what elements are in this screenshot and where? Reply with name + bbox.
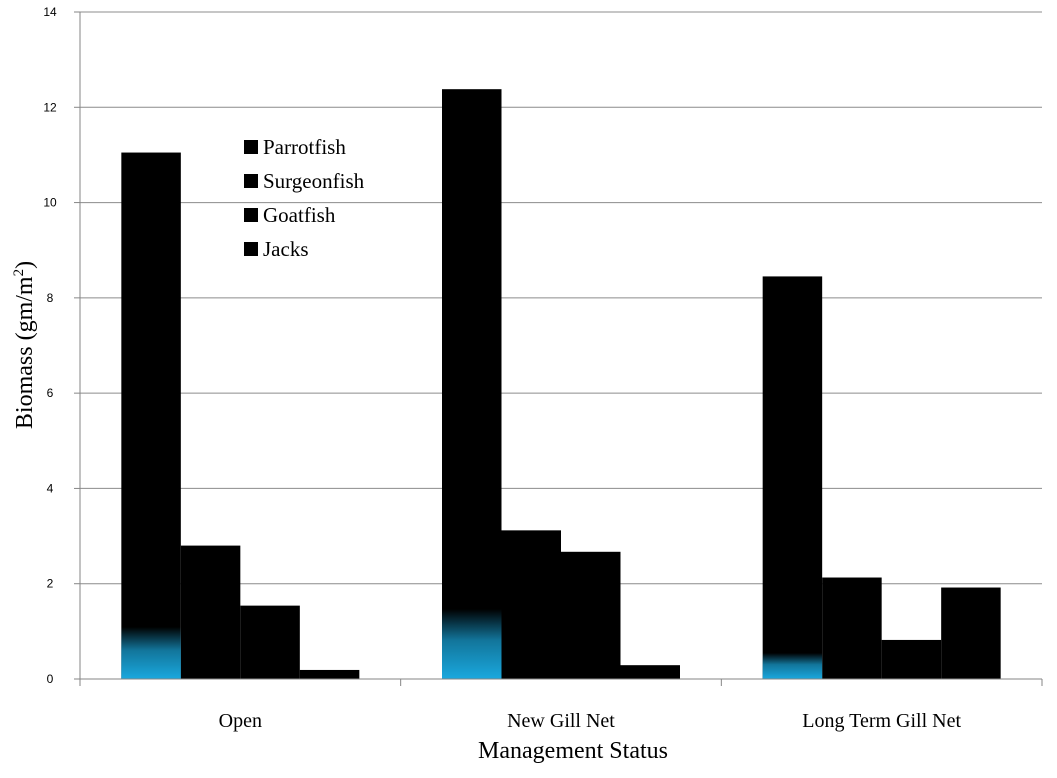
x-category-label: Long Term Gill Net — [802, 710, 961, 732]
bar-surgeonfish-long-term-gill-net — [822, 577, 882, 679]
bar-goatfish-new-gill-net — [561, 551, 621, 679]
x-axis-title: Management Status — [478, 738, 668, 764]
bar-jacks-long-term-gill-net — [941, 587, 1001, 679]
y-axis-title-close: ) — [12, 261, 38, 269]
bar-surgeonfish-new-gill-net — [501, 530, 561, 679]
bar-goatfish-open — [240, 605, 300, 679]
bar-parrotfish-open — [121, 152, 181, 679]
legend-swatch — [244, 174, 258, 188]
bar-surgeonfish-open — [180, 545, 241, 679]
legend-swatch — [244, 140, 258, 154]
bar-jacks-new-gill-net — [620, 665, 680, 679]
y-axis-title-main: Biomass (gm/m — [12, 276, 38, 429]
category-labels: Open New Gill Net Long Term Gill Net — [219, 710, 962, 732]
y-tick-label: 8 — [47, 291, 54, 305]
bar-sheen — [442, 609, 502, 679]
legend-swatch — [244, 242, 258, 256]
legend: Parrotfish Surgeonfish Goatfish Jacks — [244, 135, 365, 261]
y-tick-label: 6 — [47, 386, 54, 400]
bars — [121, 89, 1001, 680]
y-axis-title: Biomass (gm/m2) — [11, 261, 38, 429]
legend-label: Surgeonfish — [263, 169, 365, 193]
y-tick-label: 2 — [47, 577, 54, 591]
bar-parrotfish-long-term-gill-net — [762, 276, 823, 679]
bar-sheen — [762, 653, 823, 679]
bar-sheen — [121, 627, 181, 679]
y-tick-label: 0 — [47, 672, 54, 686]
legend-swatch — [244, 208, 258, 222]
y-tick-label: 12 — [43, 100, 57, 114]
legend-label: Goatfish — [263, 203, 336, 227]
bar-parrotfish-new-gill-net — [442, 89, 502, 680]
y-tick-label: 14 — [43, 5, 57, 19]
legend-label: Parrotfish — [263, 135, 346, 159]
y-tick-label: 4 — [47, 481, 54, 495]
x-category-label: Open — [219, 710, 262, 732]
y-axis-title-superscript: 2 — [11, 269, 27, 277]
axes — [79, 12, 1043, 686]
y-tick-labels: 0 2 4 6 8 10 12 14 — [43, 5, 57, 686]
legend-label: Jacks — [263, 237, 309, 261]
y-tick-label: 10 — [43, 196, 57, 210]
bar-goatfish-long-term-gill-net — [881, 639, 942, 679]
x-category-label: New Gill Net — [507, 710, 615, 732]
bar-jacks-open — [299, 669, 360, 679]
